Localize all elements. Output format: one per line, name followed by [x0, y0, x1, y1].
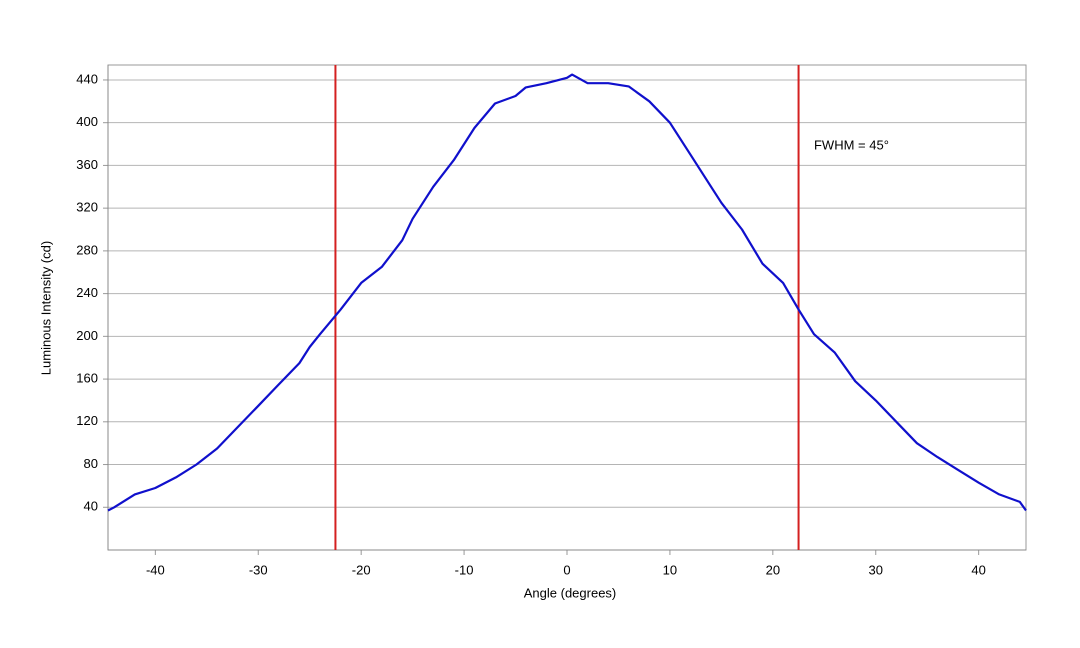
- y-tick-label: 80: [84, 456, 98, 471]
- y-tick-label: 400: [76, 114, 98, 129]
- y-tick-label: 280: [76, 242, 98, 257]
- x-tick-label: -10: [455, 562, 474, 577]
- y-tick-label: 360: [76, 157, 98, 172]
- y-axis-label: Luminous Intensity (cd): [38, 241, 53, 375]
- x-tick-label: 40: [971, 562, 985, 577]
- y-tick-label: 440: [76, 71, 98, 86]
- y-tick-label: 40: [84, 499, 98, 514]
- x-tick-label: 10: [663, 562, 677, 577]
- x-axis-label: Angle (degrees): [524, 585, 617, 600]
- plot-area: [107, 64, 1027, 551]
- y-tick-label: 200: [76, 328, 98, 343]
- y-tick-label: 240: [76, 285, 98, 300]
- y-tick-label: 320: [76, 200, 98, 215]
- x-tick-label: -40: [146, 562, 165, 577]
- x-tick-label: 20: [766, 562, 780, 577]
- x-tick-label: -30: [249, 562, 268, 577]
- x-tick-label: 30: [869, 562, 883, 577]
- data-line: [107, 73, 1027, 512]
- x-tick-label: -20: [352, 562, 371, 577]
- x-tick-label: 0: [563, 562, 570, 577]
- y-tick-label: 160: [76, 371, 98, 386]
- annotation: FWHM = 45°: [814, 138, 889, 153]
- y-tick-label: 120: [76, 413, 98, 428]
